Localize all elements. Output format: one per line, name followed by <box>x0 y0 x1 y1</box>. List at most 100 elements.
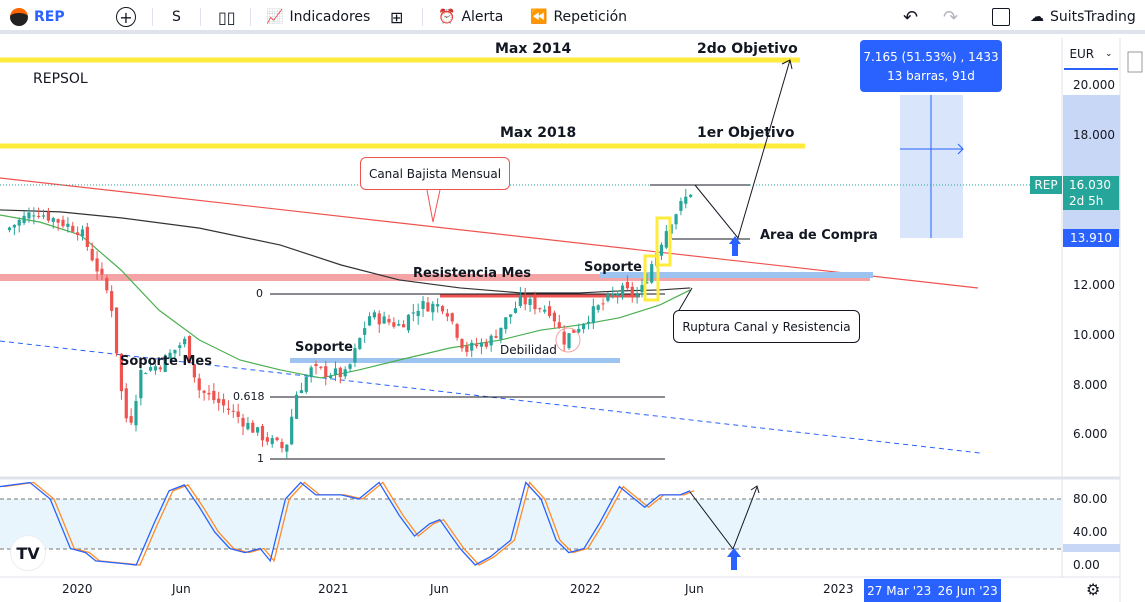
bearish-channel-line[interactable] <box>0 177 979 289</box>
settings-gear-icon[interactable]: ⚙ <box>1086 580 1101 599</box>
price-axis-label: 12.000 <box>1073 278 1115 292</box>
candle-body <box>684 196 688 204</box>
undo-button[interactable]: ↶ <box>903 0 918 34</box>
price-axis-label: 8.000 <box>1073 378 1108 392</box>
breakout-box-2[interactable] <box>655 216 672 267</box>
time-axis-label: Jun <box>172 582 191 596</box>
time-axis-label: 2020 <box>62 582 93 596</box>
label-second-target[interactable]: 2do Objetivo <box>697 41 798 57</box>
weakness-circle[interactable] <box>555 327 581 353</box>
compare-button[interactable]: + <box>116 0 136 34</box>
candle-body <box>431 303 435 313</box>
candle-body <box>153 366 158 371</box>
sidebar-button-icon[interactable] <box>1127 51 1143 73</box>
interval-button[interactable]: S <box>172 0 181 34</box>
candle-body <box>51 218 55 222</box>
alert-button[interactable]: ⏰ Alerta <box>438 0 503 34</box>
label-weakness[interactable]: Debilidad <box>500 343 557 357</box>
replay-button[interactable]: ⏪ Repetición <box>530 0 627 34</box>
candle-body <box>168 352 172 359</box>
replay-label: Repetición <box>553 9 628 25</box>
candle-body <box>450 313 454 322</box>
redo-button[interactable]: ↷ <box>943 0 958 34</box>
candle-body <box>265 437 269 442</box>
candle-body <box>324 366 328 377</box>
callout-breakout[interactable]: Ruptura Canal y Resistencia <box>673 310 860 343</box>
candle-body <box>611 293 615 296</box>
indicators-icon: 📈 <box>266 9 284 25</box>
projection-path[interactable] <box>694 59 791 240</box>
label-monthly-resistance[interactable]: Resistencia Mes <box>413 266 531 281</box>
label-support-lower[interactable]: Soporte <box>295 340 353 355</box>
candle-body <box>625 281 629 289</box>
candle-body <box>217 398 221 403</box>
templates-button[interactable]: ⊞ <box>390 0 403 34</box>
time-axis-label: 2023 <box>823 582 854 596</box>
candle-body <box>192 364 196 378</box>
candle-body <box>333 368 338 375</box>
tradingview-logo-icon[interactable]: TV <box>10 535 46 571</box>
label-first-target[interactable]: 1er Objetivo <box>697 125 795 141</box>
candle-body <box>221 399 226 406</box>
candle-body <box>528 298 532 305</box>
support-band[interactable] <box>600 272 873 278</box>
candle-body <box>37 215 41 217</box>
symbol-button[interactable]: REP <box>10 0 65 34</box>
candle-body <box>577 328 581 333</box>
candle-body <box>499 327 503 340</box>
time-axis-label: 2022 <box>570 582 601 596</box>
candle-body <box>270 438 274 445</box>
candle-body <box>659 244 664 256</box>
support-trendline[interactable] <box>0 340 981 454</box>
monthly-resistance-band[interactable] <box>0 274 870 281</box>
fullscreen-button[interactable] <box>992 0 1010 34</box>
osc-projection-path[interactable] <box>689 486 758 551</box>
right-sidebar <box>1120 38 1145 578</box>
candle-body <box>231 410 235 412</box>
chart-title: REPSOL <box>33 71 88 87</box>
last-price-tag: 16.030 2d 5h <box>1063 176 1119 210</box>
support-band-lower[interactable] <box>290 358 620 363</box>
stoch-d-line <box>3 481 695 566</box>
candle-body <box>635 294 639 298</box>
candle-body <box>411 312 415 314</box>
breakout-box-1[interactable] <box>643 254 660 302</box>
measure-tooltip: 7.165 (51.53%) , 1433 13 barras, 91d <box>860 40 1002 92</box>
symbol-price-tag: REP <box>1030 176 1062 194</box>
currency-select[interactable]: EUR ⌄ <box>1064 40 1118 70</box>
chart-type-button[interactable]: ▯▯ <box>218 0 236 34</box>
fib-label-618: 0.618 <box>233 390 265 403</box>
candle-body <box>460 339 464 349</box>
candle-body <box>596 305 600 310</box>
repsol-logo-icon <box>10 8 28 26</box>
candle-body <box>650 264 654 283</box>
label-max-2018[interactable]: Max 2018 <box>500 125 577 141</box>
candle-body <box>586 321 591 324</box>
callout-bearish-channel[interactable]: Canal Bajista Mensual <box>360 157 510 190</box>
candle-body <box>436 304 440 307</box>
candle-body <box>479 342 484 347</box>
label-buy-area[interactable]: Area de Compra <box>760 228 878 243</box>
label-max-2014[interactable]: Max 2014 <box>495 41 572 57</box>
time-range-highlight: 27 Mar '23 26 Jun '23 <box>864 579 1001 602</box>
arrow-right-icon <box>957 143 964 155</box>
candle-body <box>105 278 109 291</box>
candle-body <box>294 394 299 419</box>
candle-body <box>358 338 362 349</box>
divider <box>422 8 423 26</box>
candle-body <box>363 328 367 335</box>
divider <box>152 8 153 26</box>
candle-body <box>509 314 513 317</box>
chart-canvas[interactable] <box>0 38 1145 602</box>
candle-body <box>251 422 255 433</box>
indicators-button[interactable]: 📈 Indicadores <box>266 0 370 34</box>
layout-save-button[interactable]: ☁ SuitsTrading <box>1030 0 1136 34</box>
account-label: SuitsTrading <box>1050 9 1136 25</box>
candle-body <box>401 324 406 328</box>
plus-circle-icon: + <box>116 7 136 27</box>
label-monthly-support[interactable]: Soporte Mes <box>120 354 212 369</box>
label-support-upper[interactable]: Soporte <box>584 260 642 275</box>
callout-pointer <box>677 287 693 313</box>
candle-body <box>207 392 211 395</box>
stoch-k-line <box>0 481 691 566</box>
